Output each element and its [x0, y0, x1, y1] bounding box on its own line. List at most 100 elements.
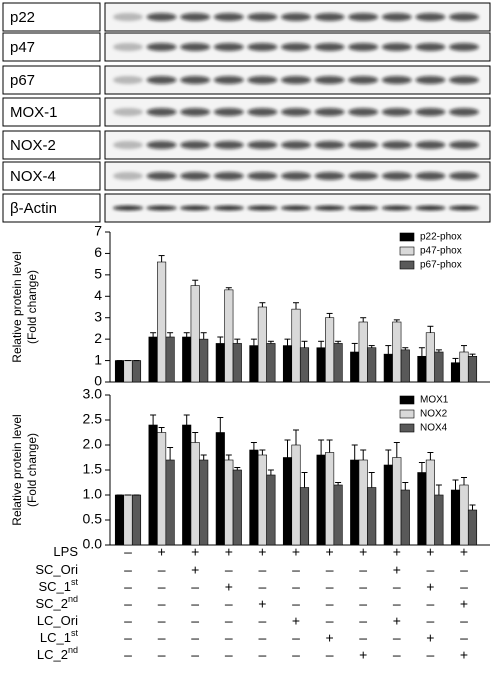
treatment-mark: – — [292, 562, 300, 578]
treatment-mark: + — [460, 544, 468, 560]
legend-label: p47-phox — [420, 246, 462, 257]
band — [348, 76, 379, 84]
treatment-mark: – — [359, 596, 367, 612]
band — [314, 76, 345, 84]
bar — [282, 457, 293, 546]
treatment-mark: – — [259, 562, 267, 578]
bar — [450, 362, 461, 383]
treatment-mark: + — [393, 613, 401, 629]
blot-bands — [113, 43, 479, 51]
band — [113, 108, 143, 116]
band — [146, 76, 177, 84]
bar — [459, 484, 469, 546]
error-bar — [167, 332, 174, 337]
band — [146, 172, 177, 180]
band — [415, 43, 446, 51]
error-bar — [469, 504, 476, 510]
y-tick-label: 0 — [94, 373, 102, 389]
treatment-mark: + — [225, 579, 233, 595]
treatment-mark: – — [225, 613, 233, 629]
treatment-mark: – — [158, 562, 166, 578]
row-label-text: SC_2 — [35, 596, 68, 611]
treatment-mark: – — [124, 630, 132, 646]
y-tick-label: 5 — [94, 266, 102, 282]
treatment-mark: – — [259, 630, 267, 646]
treatment-mark: – — [393, 647, 401, 663]
band — [281, 141, 311, 149]
y-axis-label: (Fold change) — [25, 433, 39, 507]
blot-label: MOX-1 — [10, 104, 58, 121]
band — [247, 205, 278, 211]
error-bar — [259, 449, 266, 455]
treatment-mark: + — [258, 596, 266, 612]
treatment-mark: + — [292, 613, 300, 629]
legend-label: p22-phox — [420, 232, 462, 243]
blot-label-box — [2, 161, 101, 191]
error-bar — [385, 449, 392, 465]
error-bar — [318, 340, 325, 348]
error-bar — [452, 357, 459, 363]
bar — [358, 459, 368, 546]
treatment-mark: – — [191, 647, 199, 663]
band — [381, 108, 412, 116]
band — [314, 141, 345, 149]
y-tick-label: 2.0 — [83, 436, 103, 452]
band — [113, 205, 143, 211]
error-bar — [192, 279, 199, 286]
bar — [199, 338, 209, 383]
treatment-mark: – — [326, 613, 334, 629]
bar — [257, 454, 267, 546]
band — [415, 205, 446, 211]
blot-label: NOX-4 — [10, 168, 56, 185]
y-tick-label: 7 — [94, 223, 102, 239]
treatment-mark: – — [158, 647, 166, 663]
band — [281, 172, 311, 180]
legend-label: MOX1 — [420, 395, 449, 406]
band — [348, 141, 379, 149]
legend-swatch — [399, 260, 415, 270]
legend-swatch — [399, 232, 415, 242]
bar — [316, 454, 326, 546]
treatment-mark: – — [191, 579, 199, 595]
bar — [182, 336, 192, 383]
blot-bands — [113, 108, 479, 116]
y-tick-label: 3.0 — [83, 386, 103, 402]
treatment-mark: – — [292, 596, 300, 612]
error-bar — [217, 336, 224, 344]
bar — [434, 351, 444, 383]
treatment-mark: – — [158, 579, 166, 595]
legend-swatch — [399, 246, 415, 256]
row-label: SC_1st — [38, 577, 78, 594]
bar — [131, 494, 142, 546]
error-bar — [326, 439, 333, 453]
blot-bands — [113, 141, 479, 149]
blot-label: β-Actin — [10, 200, 57, 217]
treatment-mark: + — [258, 544, 266, 560]
error-bar — [200, 454, 207, 460]
row-label-text: SC_1 — [38, 579, 71, 594]
error-bar — [427, 452, 434, 460]
band — [180, 76, 211, 84]
treatment-mark: – — [225, 596, 233, 612]
bar — [425, 332, 435, 383]
blot-label-box — [2, 97, 101, 127]
y-tick-label: 1 — [94, 351, 102, 367]
error-bar — [183, 332, 190, 337]
band — [146, 108, 177, 116]
error-bar — [158, 427, 165, 433]
treatment-mark: – — [225, 562, 233, 578]
band — [449, 76, 479, 84]
bar — [299, 347, 310, 383]
treatment-mark: – — [292, 579, 300, 595]
bar — [333, 484, 343, 546]
error-bar — [192, 432, 199, 443]
band — [381, 172, 412, 180]
blot-bands — [113, 13, 479, 21]
treatment-mark: + — [460, 647, 468, 663]
treatment-mark: – — [359, 613, 367, 629]
bar — [316, 347, 326, 383]
blot-label-box — [2, 2, 101, 32]
band — [314, 13, 345, 21]
treatment-mark: – — [259, 579, 267, 595]
